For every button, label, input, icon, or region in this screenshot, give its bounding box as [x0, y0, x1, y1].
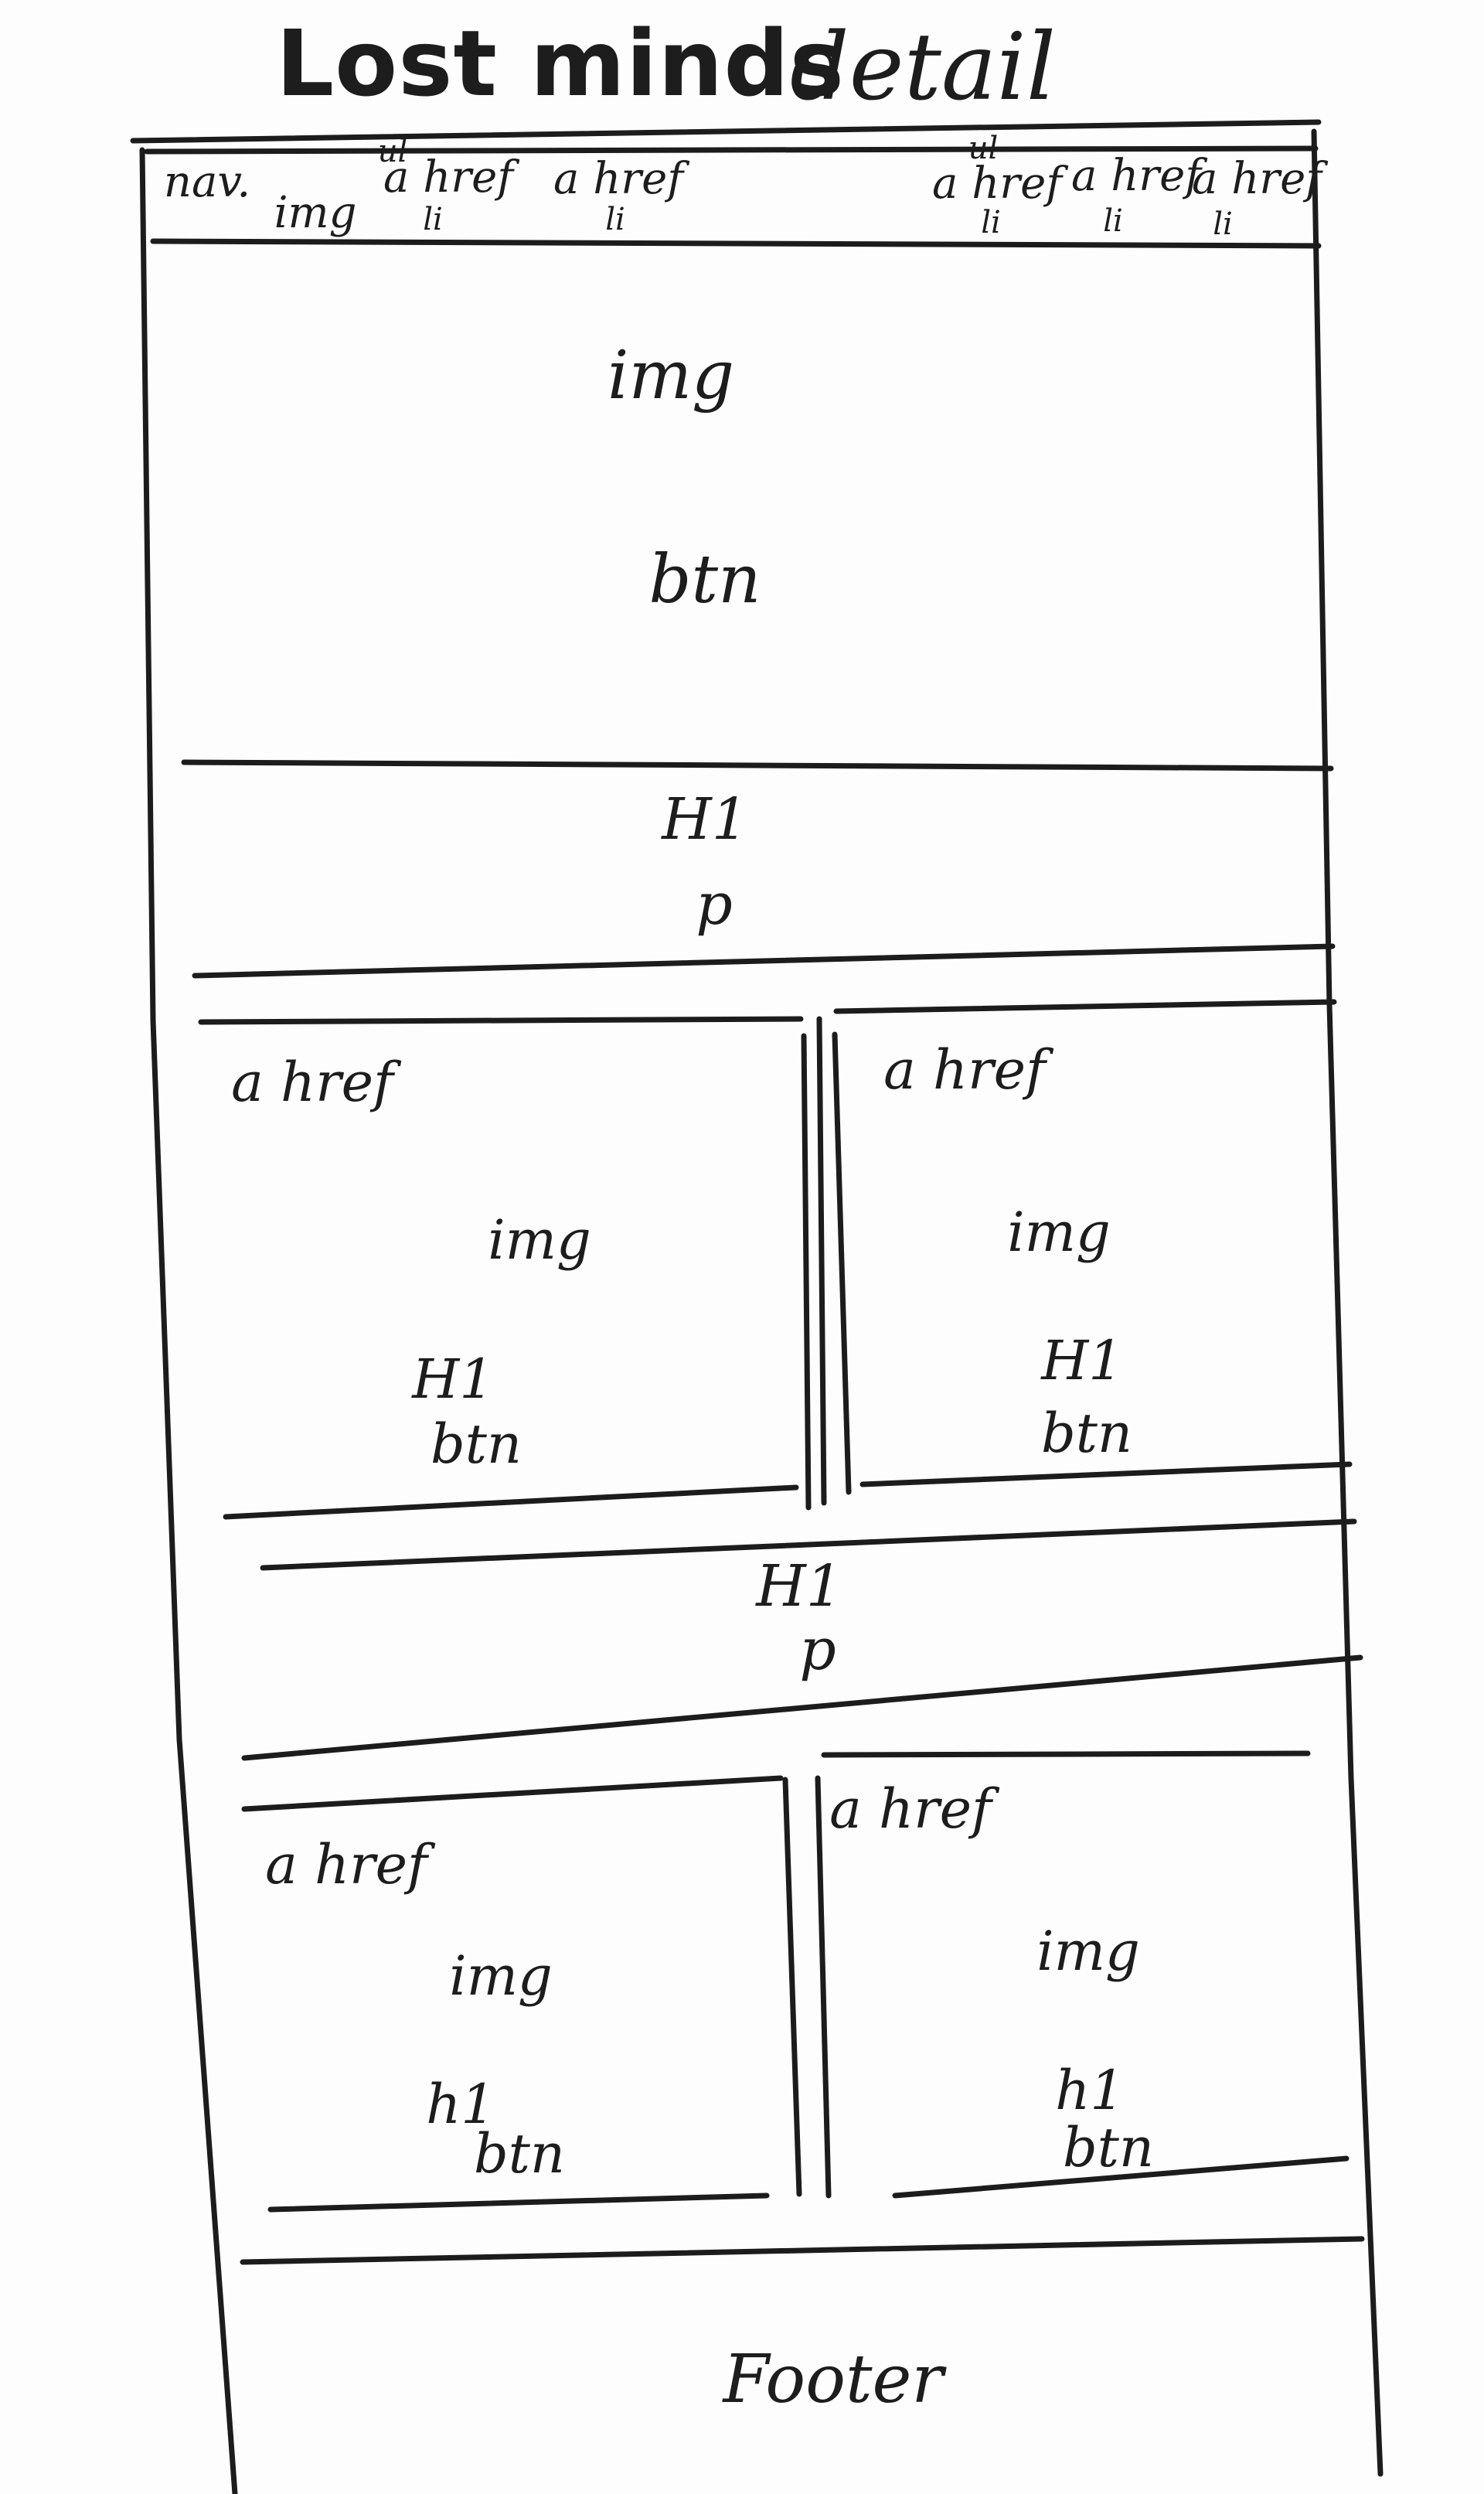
card-heading: H1 — [412, 1348, 494, 1411]
frame-left-line — [139, 147, 238, 2494]
card-heading: H1 — [1041, 1329, 1123, 1392]
frame-right-line — [1311, 128, 1384, 2477]
card-button[interactable]: btn — [430, 1412, 522, 1476]
section-2-top-line — [260, 1518, 1357, 1571]
card-1-top-line — [198, 1016, 804, 1025]
card-heading: h1 — [426, 2073, 495, 2136]
intro-bottom-line — [192, 943, 1336, 979]
nav-logo-image: img — [274, 188, 357, 238]
card-3-right-line — [782, 1777, 802, 2197]
section-2-paragraph: p — [799, 1617, 836, 1683]
nav-link[interactable]: a href — [1192, 154, 1322, 204]
footer-label: Footer — [723, 2341, 944, 2418]
nav-label: nav. — [163, 157, 251, 207]
gap-divider-1 — [816, 1016, 827, 1506]
frame-top-line — [130, 119, 1322, 144]
card-image: img — [488, 1208, 591, 1272]
card-4-left-line — [815, 1775, 832, 2199]
card-3-bottom-line — [267, 2192, 770, 2213]
card-3-top-line — [241, 1775, 784, 1812]
card-4-bottom-line — [892, 2155, 1350, 2199]
page-subtitle: detail — [789, 14, 1057, 121]
nav-top-line — [144, 145, 1319, 155]
card-link[interactable]: a href — [829, 1777, 992, 1841]
footer-top-line — [240, 2236, 1365, 2265]
card-4-top-line — [821, 1750, 1311, 1758]
nav-link[interactable]: a href — [383, 152, 513, 203]
nav-link[interactable]: a href — [1071, 151, 1201, 201]
nav-link[interactable]: a href — [553, 154, 683, 204]
card-button[interactable]: btn — [473, 2122, 566, 2186]
hero-image: img — [607, 337, 735, 414]
nav-bottom-line — [150, 238, 1322, 249]
section-2-bottom-line — [241, 1654, 1363, 1761]
card-image: img — [449, 1944, 553, 2008]
nav-list-item: li — [605, 202, 625, 237]
nav-list-item: li — [1103, 203, 1123, 239]
nav-link[interactable]: a href — [932, 158, 1062, 209]
intro-heading: H1 — [662, 786, 748, 853]
card-button[interactable]: btn — [1040, 1402, 1133, 1465]
card-1-bottom-line — [223, 1484, 799, 1520]
hero-bottom-line — [181, 759, 1334, 772]
hero-button[interactable]: btn — [648, 541, 761, 618]
nav-list-item: li — [981, 205, 1001, 240]
nav-list-item: li — [1213, 206, 1233, 242]
card-1-right-line — [801, 1033, 812, 1511]
section-2-heading: H1 — [756, 1553, 842, 1620]
card-2-bottom-line — [859, 1461, 1353, 1487]
card-2-left-line — [832, 1031, 852, 1495]
nav-list-item: li — [423, 202, 443, 237]
card-image: img — [1036, 1920, 1140, 1983]
nav-menu-right-ul: ul — [968, 131, 999, 166]
card-heading: h1 — [1055, 2059, 1125, 2122]
card-link[interactable]: a href — [265, 1833, 427, 1896]
intro-paragraph: p — [696, 871, 733, 938]
card-link[interactable]: a href — [231, 1051, 393, 1114]
card-button[interactable]: btn — [1062, 2116, 1155, 2179]
page-title: Lost minds — [275, 10, 846, 117]
card-link[interactable]: a href — [883, 1038, 1046, 1102]
nav-menu-left-ul: ul — [377, 134, 408, 169]
card-2-top-line — [833, 999, 1337, 1014]
card-image: img — [1007, 1201, 1111, 1264]
